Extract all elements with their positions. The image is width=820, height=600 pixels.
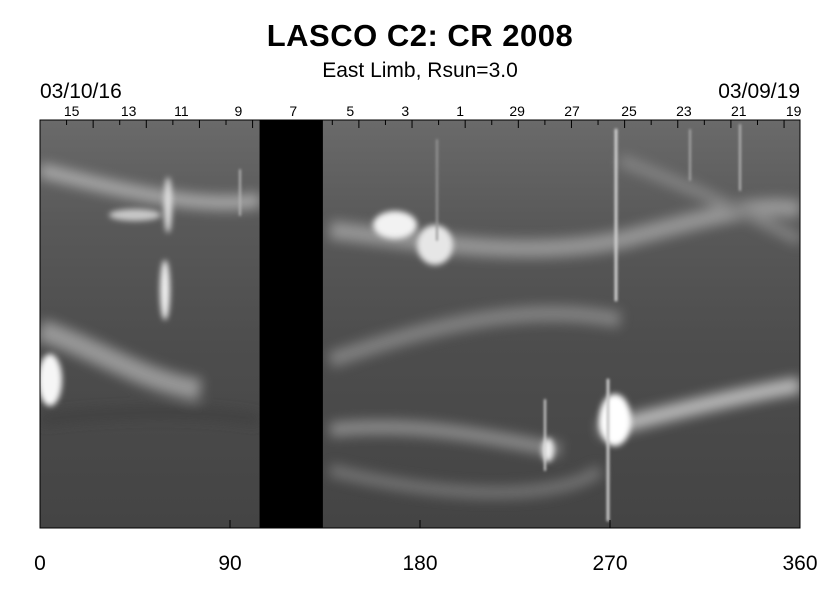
day-label: 5 — [346, 103, 354, 119]
data-gap — [259, 120, 323, 528]
day-label: 21 — [731, 103, 747, 119]
day-label: 25 — [621, 103, 637, 119]
x-tick-label: 90 — [218, 552, 241, 575]
day-label: 19 — [786, 103, 802, 119]
x-axis: 0 90 180 270 360 — [34, 520, 818, 575]
day-label: 3 — [401, 103, 409, 119]
x-tick-label: 0 — [34, 552, 46, 575]
day-label: 29 — [509, 103, 525, 119]
x-tick-label: 180 — [402, 552, 437, 575]
end-date-label: 03/09/19 — [718, 80, 800, 103]
x-tick-label: 270 — [592, 552, 627, 575]
start-date-label: 03/10/16 — [40, 80, 122, 103]
day-label: 15 — [64, 103, 80, 119]
date-axis: 15 13 11 9 7 5 3 1 29 27 25 23 21 19 — [39, 103, 802, 128]
x-tick-label: 360 — [782, 552, 817, 575]
day-label: 13 — [121, 103, 137, 119]
coronal-image — [40, 120, 800, 528]
day-label: 11 — [174, 103, 189, 119]
chart-title: LASCO C2: CR 2008 — [266, 18, 574, 53]
day-label: 1 — [456, 103, 464, 119]
day-label: 23 — [676, 103, 692, 119]
day-label: 9 — [235, 103, 243, 119]
chart-subtitle: East Limb, Rsun=3.0 — [322, 59, 518, 82]
day-label: 27 — [564, 103, 580, 119]
day-label: 7 — [289, 103, 297, 119]
